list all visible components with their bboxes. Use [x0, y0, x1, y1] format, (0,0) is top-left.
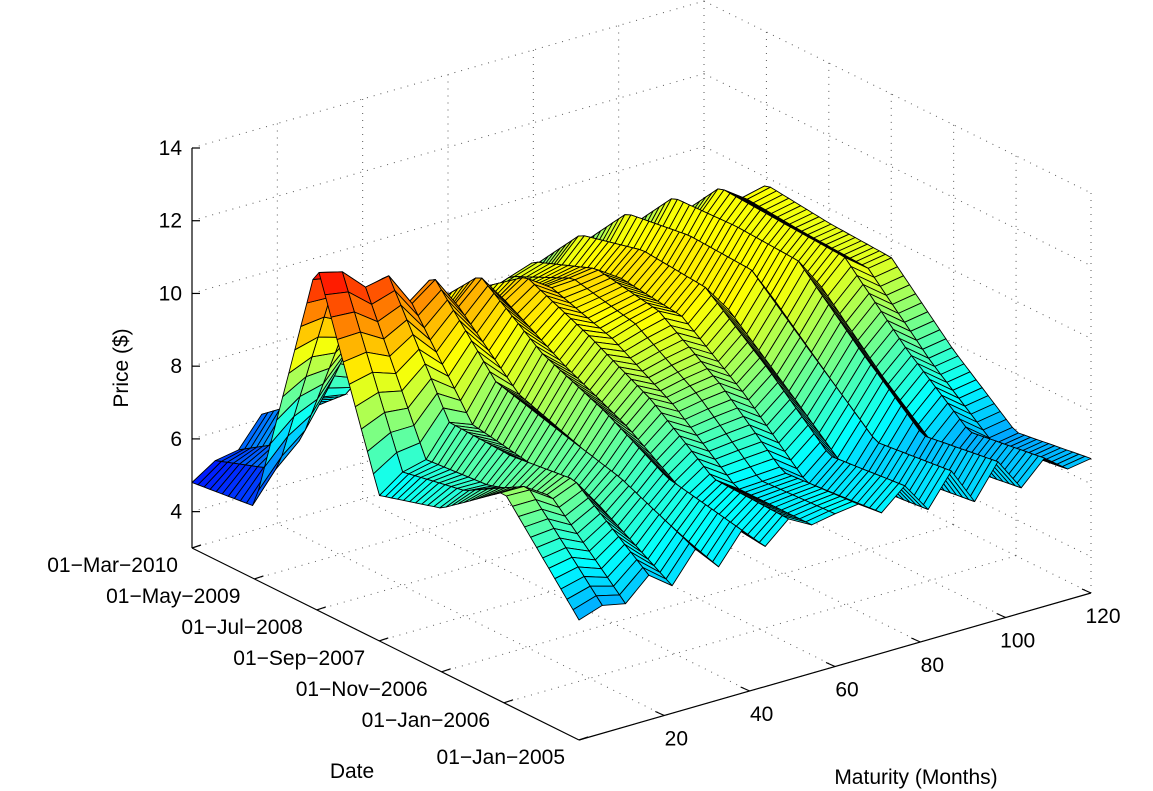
x-tick-mark [655, 710, 665, 717]
surface-layer [191, 185, 1092, 621]
x-tick-mark [911, 637, 921, 643]
y-tick-mark [379, 637, 389, 642]
x-tick-mark [740, 686, 750, 692]
y-tick-label: 01−Mar−2010 [47, 554, 178, 577]
y-tick-mark [503, 699, 514, 704]
surface-cell [572, 595, 603, 621]
x-tick-label: 20 [665, 728, 688, 751]
y-tick-mark [578, 736, 589, 741]
z-axis-title: Price ($) [110, 328, 133, 407]
y-axis-line [191, 547, 580, 741]
y-tick-mark [191, 544, 202, 549]
y-tick-label: 01−May−2009 [106, 585, 240, 608]
y-tick-label: 01−Sep−2007 [233, 647, 365, 670]
y-gridline-floor [503, 555, 1017, 704]
z-gridline-date-wall [191, 145, 705, 294]
x-tick-mark [1081, 588, 1092, 594]
y-tick-mark [441, 668, 451, 673]
z-tick-label: 4 [170, 501, 182, 524]
z-gridline-maturity-wall [703, 0, 1092, 194]
x-tick-label: 100 [1000, 630, 1035, 653]
y-tick-mark [254, 575, 264, 580]
x-axis-title: Maturity (Months) [834, 766, 997, 789]
x-tick-label: 60 [835, 679, 858, 702]
y-gridline-floor [441, 524, 954, 673]
axis-layer [191, 147, 1092, 741]
z-tick-label: 12 [159, 210, 182, 233]
z-gridline-date-wall [191, 218, 705, 367]
y-tick-label: 01−Jul−2008 [181, 616, 302, 639]
z-tick-label: 8 [170, 355, 182, 378]
z-tick-label: 10 [159, 282, 182, 305]
z-tick-label: 14 [159, 137, 183, 160]
x-tick-label: 40 [750, 703, 773, 726]
z-gridline-date-wall [191, 73, 705, 222]
z-tick-label: 6 [170, 428, 182, 451]
y-tick-mark [316, 606, 327, 611]
label-layer: Price ($) Date Maturity (Months) 4 6 8 10 12… [47, 137, 1120, 789]
y-tick-label: 01−Jan−2005 [437, 746, 565, 769]
x-tick-label: 80 [921, 654, 944, 677]
y-gridline-floor [254, 431, 767, 580]
x-tick-label: 120 [1085, 605, 1120, 628]
y-axis-title: Date [330, 760, 374, 783]
y-tick-label: 01−Nov−2006 [296, 678, 428, 701]
y-tick-label: 01−Jan−2006 [362, 709, 490, 732]
x-tick-mark [996, 612, 1006, 619]
x-tick-mark [825, 661, 836, 668]
